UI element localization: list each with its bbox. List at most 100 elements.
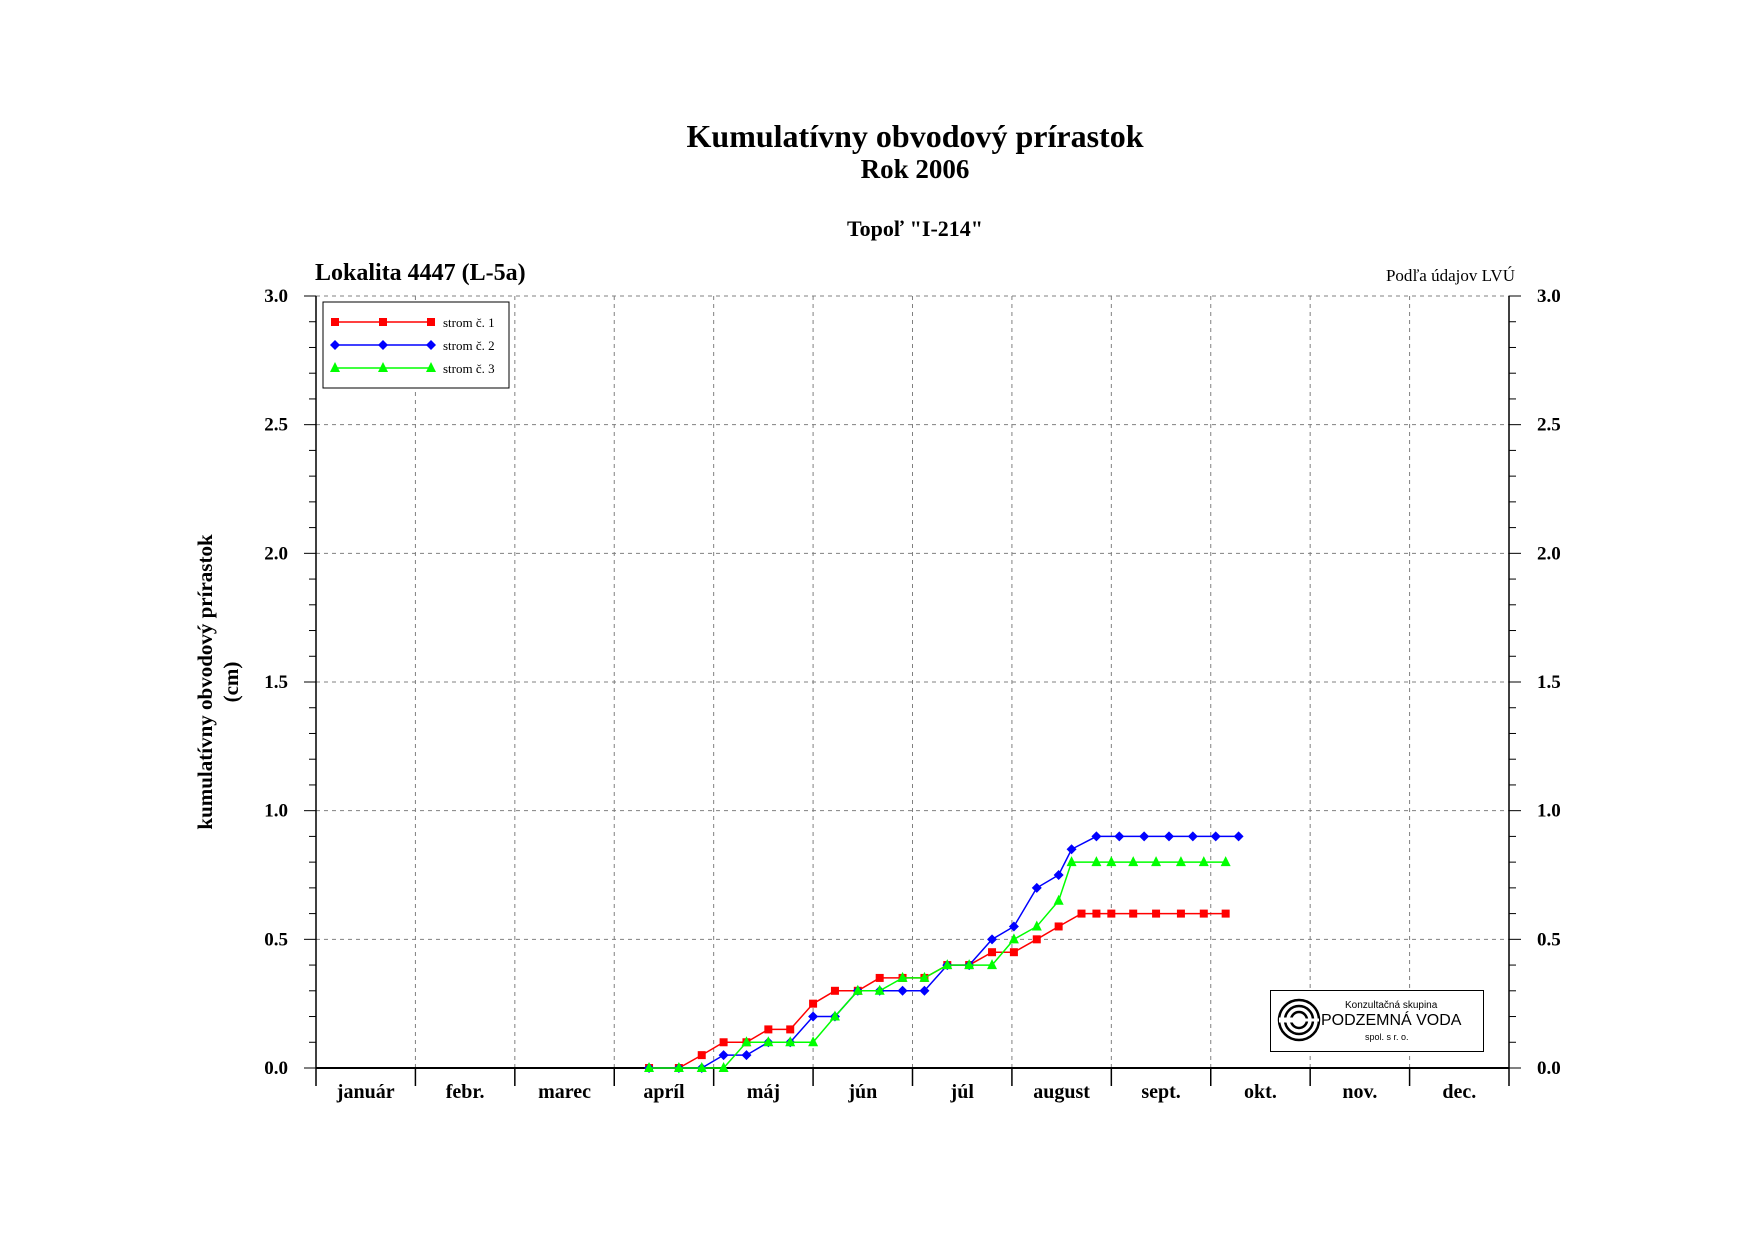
legend-marker <box>330 362 340 372</box>
data-point-series-3 <box>1091 856 1102 867</box>
chart-title: Kumulatívny obvodový prírastok <box>686 118 1144 154</box>
data-point-series-3 <box>919 971 930 982</box>
data-point-series-2 <box>1187 831 1198 842</box>
y-tick-label-left: 1.5 <box>264 672 288 693</box>
data-point-series-3 <box>829 1010 840 1021</box>
x-tick-label: febr. <box>446 1081 485 1103</box>
data-point-series-3 <box>808 1036 819 1047</box>
data-point-series-1 <box>988 948 997 957</box>
data-point-series-1 <box>830 986 839 995</box>
data-point-series-3 <box>987 959 998 970</box>
data-point-series-3 <box>741 1036 752 1047</box>
data-point-series-3 <box>673 1062 684 1072</box>
data-point-series-3 <box>964 959 975 970</box>
data-point-series-3 <box>1220 856 1231 867</box>
data-point-series-2 <box>1163 831 1174 842</box>
data-point-series-2 <box>919 985 930 996</box>
data-point-series-1 <box>1199 909 1208 918</box>
data-point-series-1 <box>1107 909 1116 918</box>
data-point-series-3 <box>1106 856 1117 867</box>
data-point-series-1 <box>764 1025 773 1034</box>
data-point-series-1 <box>809 999 818 1008</box>
logo-bottom-text: spol. s r. o. <box>1365 1032 1409 1042</box>
y-axis-title-line: kumulatívny obvodový prírastok <box>193 534 217 830</box>
data-point-series-3 <box>1128 856 1139 867</box>
chart-subtitle: Rok 2006 <box>860 154 970 184</box>
data-point-series-1 <box>1152 909 1161 918</box>
data-point-series-1 <box>1129 909 1138 918</box>
x-tick-label: august <box>1033 1081 1090 1103</box>
data-point-series-3 <box>644 1062 655 1072</box>
y-tick-label-right: 3.0 <box>1537 286 1561 307</box>
legend-marker <box>378 340 388 350</box>
data-point-series-2 <box>1053 870 1064 880</box>
data-point-series-1 <box>1176 909 1185 918</box>
x-tick-label: máj <box>747 1081 780 1103</box>
data-point-series-1 <box>786 1025 795 1034</box>
data-point-series-1 <box>1054 922 1063 931</box>
data-point-series-3 <box>1175 856 1186 867</box>
data-point-series-1 <box>697 1051 706 1060</box>
data-point-series-2 <box>1233 831 1244 842</box>
data-point-series-3 <box>718 1062 729 1072</box>
legend-marker <box>426 362 436 372</box>
y-tick-label-left: 1.0 <box>264 801 288 822</box>
legend-marker <box>426 340 436 350</box>
data-point-series-3 <box>1031 920 1042 931</box>
data-point-series-2 <box>1210 831 1221 842</box>
y-tick-label-right: 2.0 <box>1537 543 1561 564</box>
data-point-series-1 <box>1009 948 1018 957</box>
data-point-series-3 <box>1151 856 1162 867</box>
y-axis-title-line: (cm) <box>219 662 243 703</box>
series-line-3 <box>649 861 1226 1069</box>
logo-main-text: PODZEMNÁ VODA <box>1321 1012 1462 1029</box>
y-tick-label-left: 2.0 <box>264 543 288 564</box>
spiral-logo-icon <box>1277 998 1321 1042</box>
data-point-series-2 <box>1114 831 1125 842</box>
y-tick-label-left: 3.0 <box>264 286 288 307</box>
legend-marker <box>331 318 339 326</box>
data-point-series-2 <box>1031 882 1042 893</box>
data-point-series-3 <box>763 1036 774 1047</box>
data-point-series-1 <box>1032 935 1041 944</box>
y-tick-label-right: 2.5 <box>1537 415 1561 436</box>
x-tick-label: okt. <box>1244 1081 1277 1103</box>
x-tick-label: nov. <box>1342 1081 1377 1103</box>
x-tick-label: júl <box>950 1081 975 1103</box>
data-point-series-2 <box>718 1050 729 1061</box>
data-point-series-1 <box>1092 909 1101 918</box>
data-point-series-2 <box>987 934 998 945</box>
series-line-2 <box>649 835 1239 1069</box>
data-point-series-2 <box>1066 844 1077 855</box>
y-tick-label-right: 0.5 <box>1537 929 1561 950</box>
data-point-series-3 <box>852 984 863 995</box>
data-point-series-2 <box>897 985 908 996</box>
legend-marker <box>427 318 435 326</box>
data-point-series-2 <box>741 1050 752 1061</box>
data-point-series-3 <box>1198 856 1209 867</box>
y-tick-label-left: 2.5 <box>264 415 288 436</box>
x-tick-label: dec. <box>1442 1081 1476 1103</box>
legend-marker <box>330 340 340 350</box>
data-point-series-2 <box>1139 831 1150 842</box>
data-point-series-3 <box>897 971 908 982</box>
data-point-series-1 <box>719 1038 728 1047</box>
y-tick-label-right: 1.0 <box>1537 801 1561 822</box>
data-point-series-3 <box>942 959 953 970</box>
y-axis-title: kumulatívny obvodový prírastok (cm) <box>193 534 243 830</box>
y-tick-label-right: 1.5 <box>1537 672 1561 693</box>
data-point-series-3 <box>1008 933 1019 944</box>
y-tick-label-left: 0.0 <box>264 1058 288 1079</box>
data-point-series-1 <box>875 973 884 982</box>
data-point-series-3 <box>696 1062 707 1072</box>
legend-label: strom č. 1 <box>443 315 495 330</box>
data-point-series-3 <box>785 1036 796 1047</box>
data-point-series-3 <box>874 984 885 995</box>
data-point-series-2 <box>808 1011 819 1022</box>
tree-label: Topoľ "I-214" <box>846 216 984 241</box>
data-point-series-3 <box>1053 894 1064 905</box>
location-label: Lokalita 4447 (L-5a) <box>315 260 526 286</box>
series-line-1 <box>649 912 1226 1069</box>
legend-label: strom č. 3 <box>443 361 495 376</box>
